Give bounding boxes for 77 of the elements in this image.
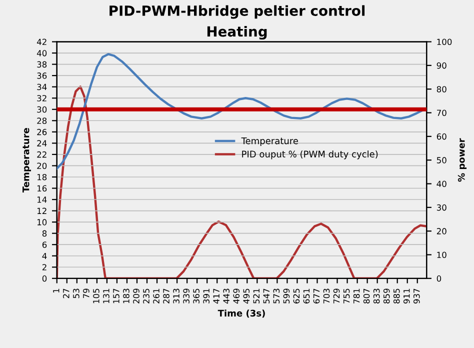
y2-tick-label: 50 — [436, 157, 446, 164]
x-tick-label: 261 — [153, 288, 160, 304]
x-tick-label: 573 — [273, 288, 280, 304]
x-tick-label: 339 — [183, 288, 190, 304]
y-tick-label: 28 — [37, 118, 47, 124]
legend-label: PID ouput % (PWM duty cycle) — [242, 150, 378, 160]
x-tick-label: 833 — [373, 288, 380, 304]
y-tick-label: 10 — [37, 219, 47, 226]
y-tick-label: 32 — [37, 95, 46, 102]
y-tick-label: 22 — [37, 151, 46, 158]
x-tick-label: 1 — [53, 288, 60, 293]
y2-tick-label: 30 — [436, 204, 446, 211]
chart-subtitle: Heating — [207, 26, 267, 40]
y2-axis-title: % power — [458, 138, 467, 182]
y-tick-label: 16 — [37, 185, 47, 192]
x-tick-label: 53 — [73, 288, 80, 298]
x-tick-label: 729 — [333, 288, 340, 304]
x-tick-label: 807 — [363, 288, 370, 304]
x-tick-label: 885 — [393, 288, 400, 304]
x-tick-label: 599 — [283, 288, 290, 304]
x-tick-label: 391 — [203, 288, 210, 304]
x-tick-label: 105 — [93, 288, 100, 304]
y-tick-label: 42 — [36, 38, 46, 45]
x-axis-title: Time (3s) — [218, 310, 265, 318]
x-tick-label: 755 — [343, 288, 350, 304]
y-tick-label: 0 — [42, 275, 47, 282]
x-tick-label: 417 — [213, 288, 220, 304]
x-tick-label: 911 — [403, 288, 410, 304]
y-tick-label: 38 — [37, 61, 47, 68]
y-tick-label: 34 — [37, 84, 47, 90]
x-tick-label: 209 — [133, 288, 140, 304]
x-tick-label: 313 — [173, 288, 180, 304]
y-tick-label: 26 — [37, 128, 47, 136]
y-tick-label: 12 — [37, 208, 46, 214]
y2-tick-label: 70 — [437, 110, 446, 116]
y2-tick-label: 0 — [436, 275, 442, 282]
y2-tick-label: 100 — [437, 38, 452, 46]
y-axis-title: Temperature — [22, 128, 31, 193]
x-tick-label: 651 — [303, 288, 310, 304]
x-tick-label: 495 — [243, 288, 250, 304]
y2-tick-label: 10 — [437, 252, 446, 258]
x-tick-label: 443 — [223, 288, 230, 304]
y-tick-label: 4 — [42, 252, 47, 260]
x-tick-label: 287 — [163, 288, 170, 304]
x-tick-label: 235 — [143, 288, 150, 304]
x-tick-label: 521 — [253, 288, 260, 304]
y-tick-label: 18 — [37, 174, 47, 180]
x-tick-label: 183 — [123, 288, 130, 304]
x-tick-label: 625 — [293, 288, 300, 304]
y-tick-label: 8 — [42, 230, 47, 237]
x-tick-label: 781 — [353, 288, 360, 304]
x-tick-label: 79 — [83, 288, 90, 298]
x-tick-label: 547 — [263, 288, 270, 304]
y2-tick-label: 80 — [436, 86, 446, 92]
x-tick-label: 937 — [413, 288, 420, 304]
legend-label: Temperature — [241, 138, 298, 146]
y-tick-label: 40 — [36, 50, 47, 56]
y-tick-label: 2 — [42, 264, 46, 270]
y2-tick-label: 20 — [436, 228, 446, 234]
x-tick-label: 131 — [103, 288, 110, 304]
y-tick-label: 30 — [37, 106, 47, 113]
x-tick-label: 859 — [383, 288, 390, 304]
y-tick-label: 14 — [37, 196, 47, 203]
x-tick-label: 469 — [233, 288, 240, 304]
x-tick-label: 27 — [63, 288, 70, 298]
y-tick-label: 36 — [37, 72, 47, 79]
y-tick-label: 24 — [37, 140, 47, 146]
y2-tick-label: 90 — [436, 62, 446, 69]
y2-tick-label: 40 — [436, 180, 446, 188]
x-tick-label: 677 — [313, 288, 320, 304]
y-tick-label: 20 — [37, 162, 47, 169]
y2-tick-label: 60 — [436, 133, 446, 140]
chart-title: PID-PWM-Hbridge peltier control — [110, 5, 365, 19]
x-tick-label: 703 — [323, 288, 330, 304]
x-tick-label: 157 — [113, 288, 120, 304]
y-tick-label: 6 — [42, 242, 47, 248]
x-tick-label: 365 — [193, 288, 200, 304]
